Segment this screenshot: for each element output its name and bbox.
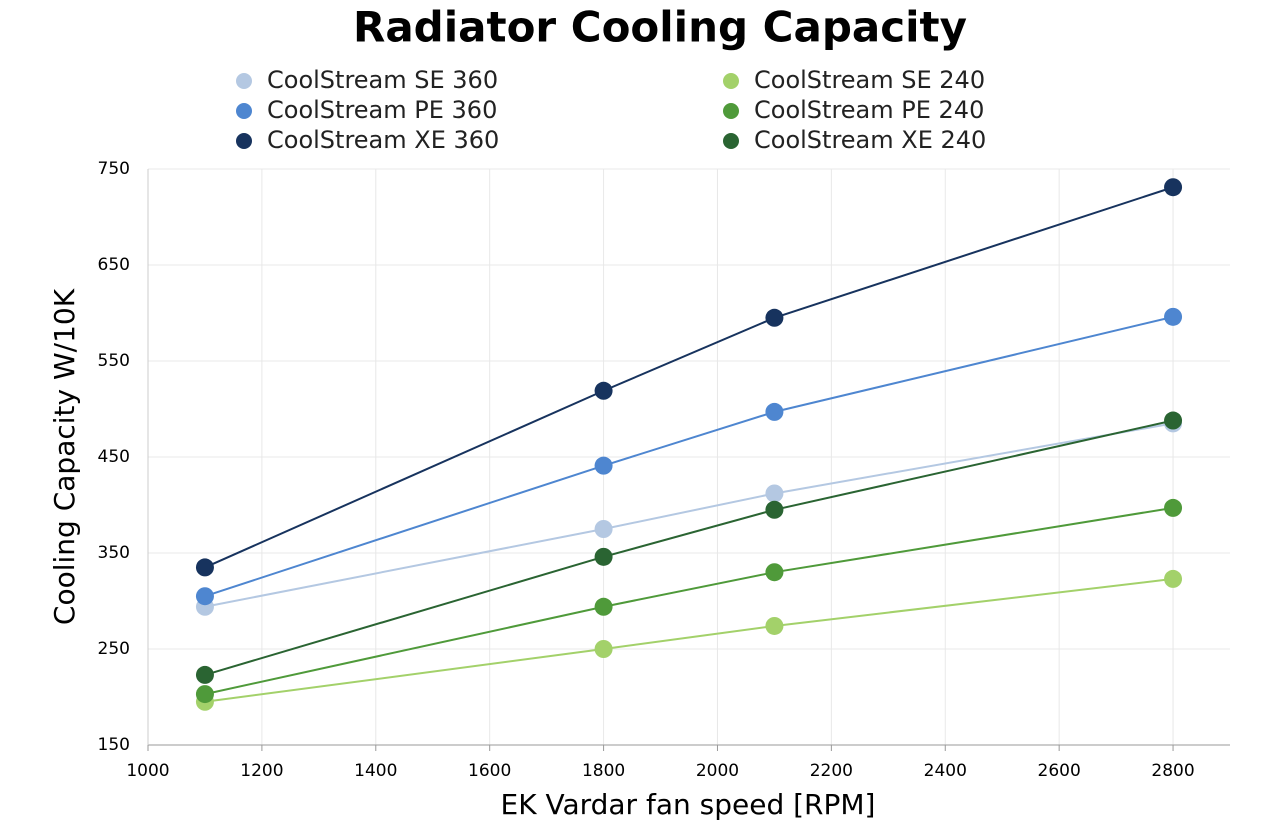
y-tick-label: 650	[98, 255, 130, 275]
data-point	[594, 520, 613, 538]
series-line	[204, 506, 1174, 696]
x-tick-label: 2000	[696, 761, 739, 781]
data-point	[1164, 178, 1183, 197]
legend-marker	[723, 133, 739, 149]
legend-label: CoolStream PE 240	[754, 96, 984, 124]
series-line	[204, 422, 1174, 608]
data-point	[1164, 498, 1183, 517]
y-tick-label: 550	[98, 351, 130, 371]
y-axis-label: Cooling Capacity W/10K	[48, 288, 81, 625]
data-point	[765, 484, 784, 503]
legend-label: CoolStream PE 360	[267, 96, 497, 124]
legend-marker	[723, 103, 739, 119]
x-tick-label: 2200	[810, 761, 853, 781]
x-tick-label: 2600	[1038, 761, 1081, 781]
data-point	[765, 402, 784, 421]
legend-marker	[236, 133, 252, 149]
data-point	[1164, 569, 1183, 588]
data-point	[195, 665, 214, 684]
data-point	[765, 563, 784, 582]
series-line	[204, 186, 1174, 569]
data-point	[195, 558, 214, 577]
x-tick-label: 1800	[582, 761, 625, 781]
data-point	[195, 685, 214, 704]
legend-label: CoolStream XE 360	[267, 126, 499, 154]
y-tick-label: 350	[98, 543, 130, 563]
series-line	[204, 577, 1174, 703]
legend-label: CoolStream XE 240	[754, 126, 986, 154]
x-tick-label: 1200	[240, 761, 283, 781]
x-tick-label: 1000	[126, 761, 169, 781]
data-point	[594, 640, 613, 658]
legend-marker	[236, 103, 252, 119]
series-line	[204, 315, 1174, 598]
data-point	[765, 308, 784, 327]
data-point	[594, 547, 613, 566]
data-point	[1164, 411, 1183, 430]
x-tick-label: 1600	[468, 761, 511, 781]
legend-label: CoolStream SE 240	[754, 66, 985, 94]
y-tick-label: 450	[98, 447, 130, 467]
legend-marker	[723, 73, 739, 89]
data-point	[765, 500, 784, 519]
data-point	[1164, 307, 1183, 326]
data-point	[594, 381, 613, 400]
y-tick-label: 150	[98, 735, 130, 755]
legend-label: CoolStream SE 360	[267, 66, 498, 94]
legend-marker	[236, 73, 252, 89]
series-line	[204, 419, 1174, 676]
x-tick-label: 2400	[924, 761, 967, 781]
data-point	[195, 587, 214, 606]
data-point	[594, 597, 613, 616]
x-tick-label: 1400	[354, 761, 397, 781]
y-tick-label: 750	[98, 159, 130, 179]
x-tick-label: 2800	[1151, 761, 1194, 781]
data-point	[594, 456, 613, 475]
y-tick-label: 250	[98, 639, 130, 659]
x-axis-label: EK Vardar fan speed [RPM]	[501, 788, 876, 821]
data-point	[765, 616, 784, 635]
chart-title: Radiator Cooling Capacity	[353, 3, 967, 52]
